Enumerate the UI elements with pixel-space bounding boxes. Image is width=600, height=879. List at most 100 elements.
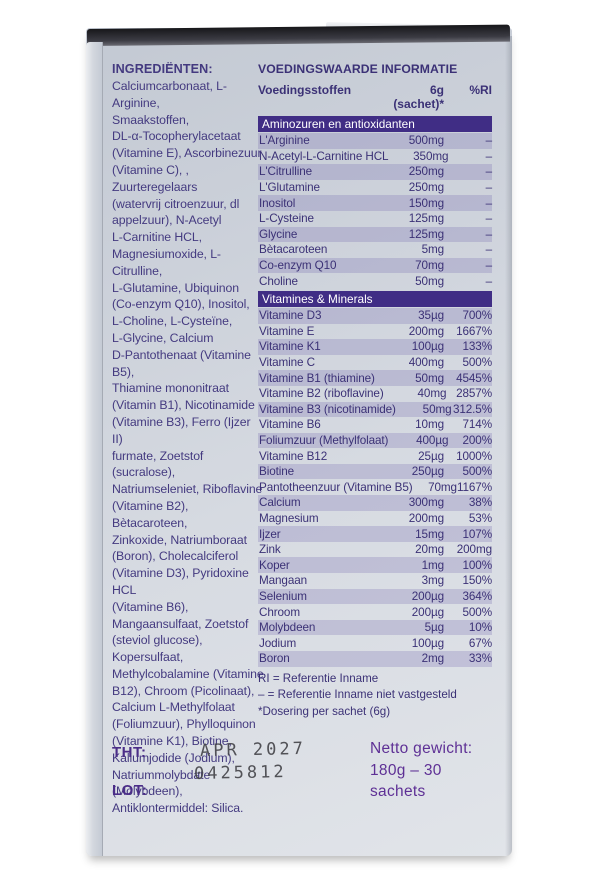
table-row: Calcium 300mg 38% bbox=[258, 495, 492, 511]
nutrient-amount: 300mg bbox=[408, 496, 444, 510]
column-header-amount: 6g (sachet)* bbox=[393, 83, 444, 111]
nutrient-name: Vitamine B3 (nicotinamide) bbox=[259, 402, 396, 416]
expiry-date-stamp: APR 2027 bbox=[199, 738, 307, 762]
nutrient-amount: 200µg bbox=[411, 605, 444, 619]
table-row: N-Acetyl-L-Carnitine HCL 350mg – bbox=[258, 149, 492, 165]
nutrient-amount: 5µg bbox=[424, 621, 445, 635]
nutrient-name: Magnesium bbox=[259, 511, 319, 525]
table-row: Biotine 250µg 500% bbox=[258, 463, 493, 480]
nutrient-ri: – bbox=[485, 134, 493, 148]
nutrient-name: Vitamine C bbox=[259, 356, 315, 370]
nutrient-amount: 50mg bbox=[415, 274, 444, 288]
table-row: Zink 20mg 200mg bbox=[258, 542, 492, 558]
box-top-edge bbox=[86, 24, 511, 46]
nutrient-amount: 350mg bbox=[413, 149, 449, 163]
nutrient-amount: 70mg bbox=[415, 259, 444, 273]
nutrient-amount: 250µg bbox=[411, 465, 444, 479]
nutrient-ri: 2857% bbox=[456, 387, 492, 401]
nutrient-name: Vitamine B1 (thiamine) bbox=[259, 371, 375, 385]
nutrient-amount: 50mg bbox=[422, 402, 452, 416]
nutrient-name: Selenium bbox=[259, 589, 307, 603]
section-header: Aminozuren en antioxidanten bbox=[258, 116, 492, 132]
nutrient-amount: 400µg bbox=[416, 433, 449, 447]
table-row: Vitamine C 400mg 500% bbox=[258, 355, 492, 371]
nutrient-ri: – bbox=[485, 165, 493, 179]
nutrient-name: Vitamine B6 bbox=[259, 418, 321, 432]
nutrient-amount: 200mg bbox=[408, 511, 444, 525]
nutrient-name: L-Cysteine bbox=[259, 212, 314, 226]
nutrient-name: Vitamine D3 bbox=[259, 309, 322, 323]
nutrient-ri: 1167% bbox=[456, 480, 492, 494]
ingredients-section: INGREDIËNTEN: Calciumcarbonaat, L-Argini… bbox=[112, 62, 264, 817]
nutrient-ri: 1667% bbox=[456, 324, 492, 338]
table-row: Inositol 150mg – bbox=[258, 195, 492, 211]
nutrient-ri: 500% bbox=[462, 465, 493, 479]
table-row: Ijzer 15mg 107% bbox=[258, 526, 492, 542]
nutrition-column-headers: Voedingsstoffen 6g (sachet)* %RI bbox=[258, 83, 492, 111]
nutrient-amount: 70mg bbox=[428, 480, 457, 494]
nutrient-name: Molybdeen bbox=[259, 621, 316, 635]
nutrient-ri: 4545% bbox=[456, 371, 492, 385]
nutrient-amount: 150mg bbox=[408, 196, 444, 210]
nutrient-amount: 250mg bbox=[408, 165, 444, 179]
nutrient-amount: 3mg bbox=[421, 574, 445, 588]
nutrient-name: Jodium bbox=[259, 636, 297, 650]
nutrition-table-body: Aminozuren en antioxidanten L'Arginine 500… bbox=[258, 116, 492, 667]
table-row: Co-enzym Q10 70mg – bbox=[258, 257, 493, 274]
nutrient-ri: – bbox=[485, 196, 493, 210]
nutrient-amount: 20mg bbox=[415, 543, 444, 557]
table-row: Glycine 125mg – bbox=[258, 226, 492, 243]
nutrient-name: Choline bbox=[259, 274, 298, 288]
table-row: Mangaan 3mg 150% bbox=[258, 573, 492, 589]
nutrient-amount: 125mg bbox=[408, 212, 444, 226]
box-right-face bbox=[505, 36, 512, 856]
nutrient-amount: 200mg bbox=[408, 324, 444, 338]
table-row: Jodium 100µg 67% bbox=[258, 635, 492, 651]
nutrient-amount: 250mg bbox=[408, 181, 444, 195]
nutrient-ri: 1000% bbox=[456, 449, 492, 463]
table-row: Vitamine B6 10mg 714% bbox=[258, 417, 492, 433]
nutrient-ri: – bbox=[485, 274, 493, 288]
nutrient-ri: 33% bbox=[468, 652, 492, 666]
column-header-name: Voedingsstoffen bbox=[258, 83, 352, 97]
lot-number-stamp: 0425812 bbox=[193, 762, 287, 784]
nutrient-name: Vitamine B12 bbox=[259, 449, 328, 463]
nutrient-amount: 100µg bbox=[411, 340, 444, 354]
nutrient-amount: 1mg bbox=[421, 558, 445, 572]
nutrient-ri: – bbox=[485, 149, 493, 163]
table-row: Boron 2mg 33% bbox=[258, 651, 492, 667]
nutrient-name: Mangaan bbox=[259, 574, 308, 588]
nutrient-ri: 38% bbox=[468, 496, 492, 510]
nutrient-ri: 312.5% bbox=[452, 402, 492, 416]
nutrient-amount: 10mg bbox=[415, 418, 444, 432]
nutrient-amount: 15mg bbox=[415, 527, 444, 541]
nutrient-amount: 25µg bbox=[418, 449, 444, 463]
nutrient-name: Vitamine K1 bbox=[259, 340, 321, 354]
ingredients-text: Calciumcarbonaat, L-Arginine, Smaakstoff… bbox=[112, 79, 264, 816]
section-header: Vitamines & Minerals bbox=[258, 290, 492, 307]
nutrient-name: Ijzer bbox=[259, 527, 281, 541]
nutrient-name: Biotine bbox=[259, 465, 295, 479]
nutrient-name: L'Glutamine bbox=[259, 181, 320, 195]
nutrient-ri: 53% bbox=[468, 511, 492, 525]
nutrient-name: N-Acetyl-L-Carnitine HCL bbox=[259, 149, 389, 163]
column-header-ri: %RI bbox=[469, 83, 492, 97]
nutrient-ri: 200% bbox=[462, 433, 493, 447]
nutrient-name: Chroom bbox=[259, 605, 300, 619]
nutrient-amount: 40mg bbox=[417, 387, 447, 401]
table-row: Foliumzuur (Methylfolaat) 400µg 200% bbox=[258, 432, 493, 449]
table-row: Koper 1mg 100% bbox=[258, 557, 492, 574]
box-left-face bbox=[86, 42, 103, 856]
table-row: Vitamine D3 35µg 700% bbox=[258, 307, 492, 324]
table-row: Vitamine K1 100µg 133% bbox=[258, 339, 492, 355]
table-row: Choline 50mg – bbox=[258, 273, 492, 289]
nutrition-title: VOEDINGSWAARDE INFORMATIE bbox=[258, 62, 458, 76]
nutrient-name: Boron bbox=[259, 652, 290, 666]
table-row: L'Citrulline 250mg – bbox=[258, 164, 492, 180]
nutrient-amount: 125mg bbox=[408, 227, 444, 241]
product-box-panel: INGREDIËNTEN: Calciumcarbonaat, L-Argini… bbox=[86, 22, 512, 856]
nutrient-ri: – bbox=[485, 259, 493, 273]
nutrient-ri: – bbox=[485, 181, 493, 195]
table-row: L'Arginine 500mg – bbox=[258, 133, 492, 149]
